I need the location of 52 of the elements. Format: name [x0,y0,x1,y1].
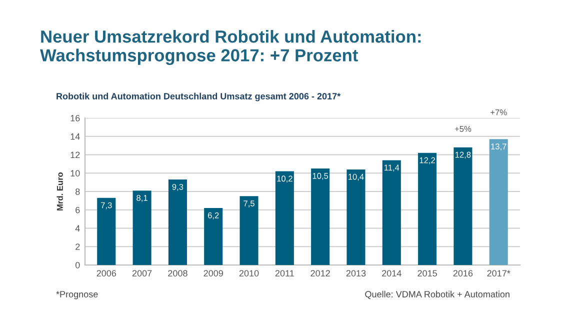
x-tick-label: 2007 [132,270,152,276]
text: *Prognose [56,291,98,300]
x-tick-label: 2008 [168,270,188,276]
bar [132,190,152,265]
bar [240,196,258,265]
x-tick-label: 2010 [239,270,259,276]
bar [346,169,366,265]
x-tick-label: 2016 [453,270,473,276]
y-tick-label: 8 [76,188,80,195]
bar [489,139,508,265]
bar [204,208,223,265]
x-tick-label: 2006 [96,270,116,276]
y-tick-label: 6 [76,206,80,214]
annotation: +5% [454,126,472,132]
bar [454,147,472,265]
data-label: 12,8 [455,152,471,159]
y-axis-title: Mrd. Euro [56,172,63,210]
y-tick-label: 14 [70,133,80,140]
bar [97,198,116,265]
chart-subtitle: Robotik und Automation Deutschland Umsatz gesamt 2006 - 2017* [56,92,341,102]
y-tick-label: 10 [70,170,80,176]
data-label: 6,2 [208,212,219,220]
data-label: 7,3 [101,202,112,210]
x-tick-label: 2011 [275,270,294,276]
chart-title: Neuer Umsatzrekord Robotik und Automation: Wachstumsprognose 2017: +7 Prozent [40,30,421,65]
text: +7% [490,109,507,116]
x-tick-label: 2014 [382,270,402,276]
bar [275,171,294,265]
data-label: 10,5 [312,172,328,180]
bar [311,168,330,265]
data-label: 12,2 [420,157,435,164]
x-tick-label: 2015 [418,270,437,276]
bar [168,180,187,265]
x-tick-label: 2012 [310,270,330,276]
data-label: 10,2 [277,176,292,183]
data-label: 13,7 [491,144,506,150]
y-tick-label: 2 [76,244,80,250]
x-tick-label: 2009 [204,270,223,276]
y-tick-label: 4 [75,225,80,232]
bar [418,152,437,265]
data-label: 11,4 [384,164,400,172]
data-label: 7,5 [244,200,254,208]
data-label: 8,1 [136,194,148,202]
y-tick-label: 16 [70,114,80,122]
x-tick-label: 2013 [346,270,366,276]
x-tick-label: 2017* [487,270,510,276]
data-label: 9,3 [172,184,184,191]
bar [382,160,401,265]
source-note: Quelle: VDMA Robotik + Automation [365,290,510,300]
data-label: 10,4 [348,174,364,181]
y-tick-label: 0 [75,262,80,268]
y-tick-label: 12 [70,152,80,158]
